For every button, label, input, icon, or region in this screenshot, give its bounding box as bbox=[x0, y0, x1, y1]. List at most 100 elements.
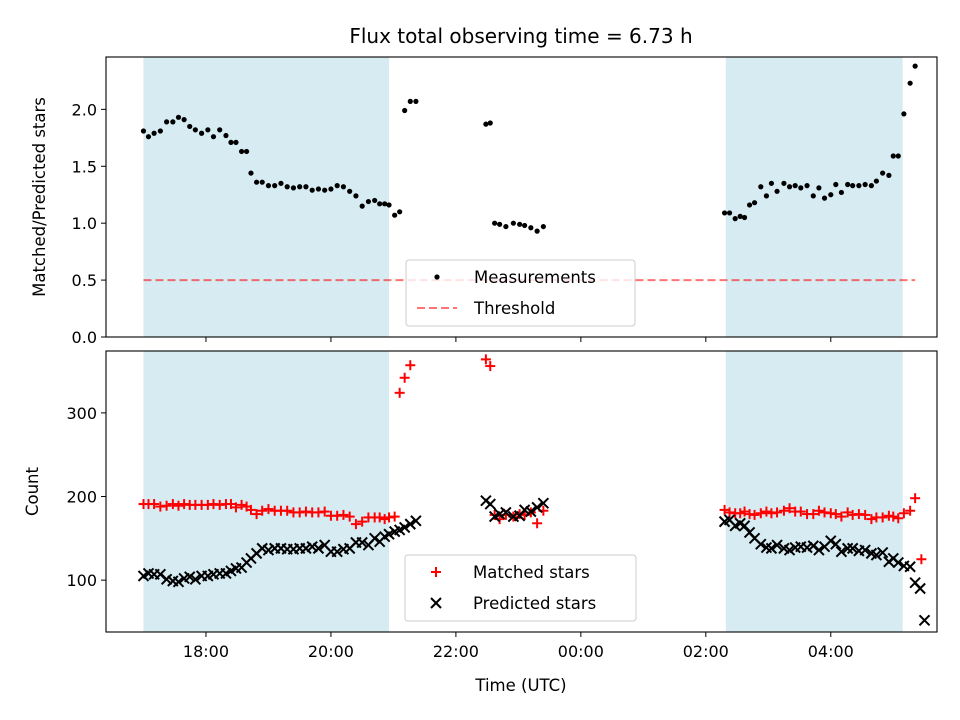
predicted-stars-point bbox=[870, 549, 883, 561]
measurements-point bbox=[217, 127, 223, 133]
predicted-stars-point bbox=[783, 544, 796, 556]
count-markers bbox=[137, 354, 931, 626]
measurements-point bbox=[907, 80, 913, 86]
measurements-point bbox=[175, 114, 182, 120]
measurements-point bbox=[365, 198, 372, 205]
measurements-point bbox=[228, 139, 234, 145]
x-axis-label: Time (UTC) bbox=[474, 676, 566, 695]
matched-stars-point bbox=[910, 493, 921, 504]
measurements-point bbox=[746, 202, 753, 208]
measurements-point bbox=[392, 212, 398, 218]
legend-box bbox=[404, 554, 637, 622]
matched-stars-point bbox=[898, 508, 909, 519]
legend-box bbox=[405, 259, 636, 327]
matched-stars-point bbox=[394, 387, 405, 398]
measurements-point bbox=[895, 153, 901, 159]
matched-stars-point bbox=[755, 508, 766, 519]
measurements-point bbox=[284, 184, 290, 190]
measurements-point bbox=[833, 181, 839, 188]
shaded-interval bbox=[143, 57, 390, 337]
matched-stars-point bbox=[866, 514, 877, 525]
predicted-stars-point bbox=[500, 506, 512, 519]
measurements-point bbox=[781, 180, 787, 186]
matched-stars-point bbox=[161, 500, 172, 511]
count-legend: Matched stars Predicted stars bbox=[404, 554, 637, 622]
matched-stars-point bbox=[480, 354, 491, 365]
measurements-point bbox=[901, 111, 907, 117]
predicted-stars-point bbox=[189, 573, 202, 586]
legend-plus-marker bbox=[431, 567, 441, 577]
measurements-point bbox=[248, 170, 254, 176]
measurements-point bbox=[492, 220, 498, 226]
legend-dot-marker bbox=[434, 274, 440, 280]
matched-stars-point bbox=[916, 554, 927, 565]
measurements-point bbox=[315, 186, 322, 192]
x-tick-label: 22:00 bbox=[433, 642, 479, 661]
matched-stars-point bbox=[893, 513, 904, 524]
measurements-point bbox=[792, 183, 798, 189]
predicted-stars-point bbox=[765, 542, 778, 555]
chart-title: Flux total observing time = 6.73 h bbox=[349, 24, 692, 48]
predicted-stars-point bbox=[859, 544, 871, 556]
matched-stars-point bbox=[830, 509, 841, 520]
predicted-stars-point bbox=[738, 520, 751, 532]
y-tick-label: 0.0 bbox=[72, 328, 97, 347]
x-tick-label: 18:00 bbox=[183, 642, 229, 661]
matched-stars-point bbox=[795, 506, 806, 517]
y-tick-label: 100 bbox=[66, 571, 97, 590]
measurements-point bbox=[534, 228, 540, 234]
matched-stars-point bbox=[282, 505, 293, 516]
matched-stars-point bbox=[319, 506, 330, 517]
predicted-stars-point bbox=[525, 505, 537, 518]
matched-stars-point bbox=[735, 508, 746, 519]
legend-entry-label: Threshold bbox=[473, 299, 555, 318]
predicted-stars-point bbox=[846, 542, 859, 555]
count-x-axis: 18:00 20:00 22:00 00:00 02:00 04:00 bbox=[183, 632, 854, 661]
measurements-point bbox=[751, 200, 758, 206]
matched-stars-point bbox=[813, 505, 824, 516]
matched-stars-point bbox=[888, 511, 899, 522]
predicted-stars-point bbox=[410, 515, 422, 527]
measurements-point bbox=[205, 127, 211, 133]
measurements-point bbox=[845, 181, 851, 188]
y-tick-label: 1.5 bbox=[72, 157, 97, 176]
predicted-stars-point bbox=[892, 556, 904, 569]
x-tick-label: 02:00 bbox=[683, 642, 729, 661]
measurements-point bbox=[768, 180, 775, 186]
measurements-point bbox=[192, 127, 198, 133]
x-tick-label: 00:00 bbox=[558, 642, 604, 661]
measurements-point bbox=[798, 185, 804, 191]
measurements-point bbox=[303, 184, 309, 190]
measurements-point bbox=[912, 63, 918, 69]
measurements-point bbox=[181, 117, 187, 123]
y-tick-label: 1.0 bbox=[72, 214, 97, 233]
predicted-stars-point bbox=[771, 539, 783, 551]
count-shaded-intervals bbox=[143, 351, 903, 632]
measurements-point bbox=[359, 203, 365, 209]
matched-stars-point bbox=[784, 503, 795, 514]
measurements-point bbox=[880, 170, 886, 176]
x-tick-label: 20:00 bbox=[308, 642, 354, 661]
matched-stars-point bbox=[778, 505, 789, 516]
measurements-point bbox=[850, 183, 856, 189]
measurements-point bbox=[145, 134, 152, 140]
matched-stars-point bbox=[357, 516, 368, 527]
measurements-point bbox=[503, 223, 509, 230]
matched-stars-point bbox=[485, 361, 496, 372]
legend-x-marker bbox=[430, 597, 442, 609]
measurements-point bbox=[353, 193, 359, 199]
measurements-point bbox=[838, 189, 845, 196]
predicted-stars-point bbox=[368, 532, 381, 545]
legend-entry-label: Measurements bbox=[474, 268, 596, 287]
measurements-point bbox=[726, 210, 733, 216]
measurements-point bbox=[253, 179, 260, 185]
ratio-x-axis bbox=[205, 337, 832, 342]
matched-stars-point bbox=[263, 504, 274, 515]
measurements-point bbox=[497, 221, 503, 227]
predicted-stars-point bbox=[356, 536, 368, 549]
measurements-point bbox=[517, 221, 523, 227]
measurements-point bbox=[382, 201, 388, 207]
ratio-markers bbox=[140, 63, 918, 234]
measurements-point bbox=[890, 153, 896, 159]
measurements-point bbox=[816, 185, 822, 191]
